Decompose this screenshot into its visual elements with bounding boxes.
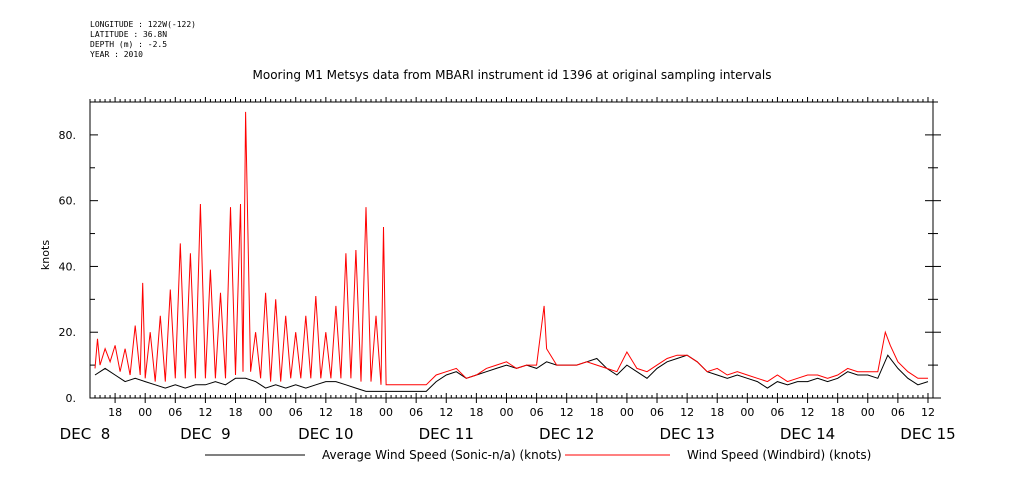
series-group bbox=[94, 111, 929, 392]
x-tick-label: 12 bbox=[319, 406, 333, 419]
latitude-text: LATITUDE : 36.8N bbox=[90, 30, 168, 39]
x-tick-label: 12 bbox=[801, 406, 815, 419]
x-minor-ticks bbox=[89, 97, 934, 398]
x-day-label: DEC 10 bbox=[298, 425, 353, 443]
legend-label: Wind Speed (Windbird) (knots) bbox=[687, 448, 871, 462]
x-tick-label: 18 bbox=[469, 406, 483, 419]
x-tick-label: 00 bbox=[379, 406, 393, 419]
x-axis-ticks: 18 00 06 12 18 00 06 12 18 00 06 12 18 00 06 12 18 00 06 12… bbox=[60, 398, 956, 443]
x-tick-label: 06 bbox=[650, 406, 664, 419]
y-tick-label: 60. bbox=[59, 195, 77, 208]
x-day-label: DEC 11 bbox=[419, 425, 474, 443]
legend: Average Wind Speed (Sonic-n/a) (knots) Wi… bbox=[205, 448, 871, 462]
x-day-label: DEC 13 bbox=[659, 425, 714, 443]
x-tick-label: 18 bbox=[590, 406, 604, 419]
x-tick-label: 06 bbox=[770, 406, 784, 419]
x-day-label: DEC 15 bbox=[900, 425, 955, 443]
x-tick-label: 00 bbox=[499, 406, 513, 419]
x-day-label: DEC 12 bbox=[539, 425, 594, 443]
x-tick-label: 00 bbox=[861, 406, 875, 419]
year-text: YEAR : 2010 bbox=[90, 50, 143, 59]
x-tick-label: 06 bbox=[289, 406, 303, 419]
x-tick-label: 06 bbox=[168, 406, 182, 419]
x-day-label: DEC 14 bbox=[780, 425, 835, 443]
x-tick-label: 18 bbox=[831, 406, 845, 419]
x-tick-label: 00 bbox=[259, 406, 273, 419]
y-axis-label: knots bbox=[39, 240, 52, 270]
series-line-windbird-wind-speed bbox=[94, 111, 928, 386]
chart-title: Mooring M1 Metsys data from MBARI instru… bbox=[252, 68, 772, 82]
x-day-label: DEC 9 bbox=[180, 425, 231, 443]
x-tick-label: 06 bbox=[891, 406, 905, 419]
x-tick-label: 12 bbox=[439, 406, 453, 419]
y-axis-ticks: 0. 20. 40. 60. 80. bbox=[59, 101, 941, 405]
x-tick-label: 18 bbox=[349, 406, 363, 419]
series-line-average-wind-speed bbox=[94, 354, 929, 392]
longitude-text: LONGITUDE : 122W(-122) bbox=[90, 20, 196, 29]
x-tick-label: 06 bbox=[409, 406, 423, 419]
metadata-block: LONGITUDE : 122W(-122) LATITUDE : 36.8N … bbox=[90, 20, 196, 60]
x-day-label: DEC 8 bbox=[60, 425, 111, 443]
x-tick-label: 00 bbox=[740, 406, 754, 419]
y-tick-label: 0. bbox=[66, 392, 77, 405]
x-tick-label: 12 bbox=[921, 406, 935, 419]
x-tick-label: 12 bbox=[680, 406, 694, 419]
x-tick-label: 06 bbox=[530, 406, 544, 419]
x-tick-label: 00 bbox=[620, 406, 634, 419]
y-tick-label: 20. bbox=[59, 326, 77, 339]
x-tick-label: 12 bbox=[198, 406, 212, 419]
y-tick-label: 80. bbox=[59, 129, 77, 142]
x-tick-label: 18 bbox=[710, 406, 724, 419]
x-tick-label: 12 bbox=[560, 406, 574, 419]
x-tick-label: 18 bbox=[108, 406, 122, 419]
depth-text: DEPTH (m) : -2.5 bbox=[90, 40, 168, 49]
legend-label: Average Wind Speed (Sonic-n/a) (knots) bbox=[322, 448, 562, 462]
x-tick-label: 18 bbox=[229, 406, 243, 419]
x-tick-label: 00 bbox=[138, 406, 152, 419]
y-tick-label: 40. bbox=[59, 260, 77, 273]
